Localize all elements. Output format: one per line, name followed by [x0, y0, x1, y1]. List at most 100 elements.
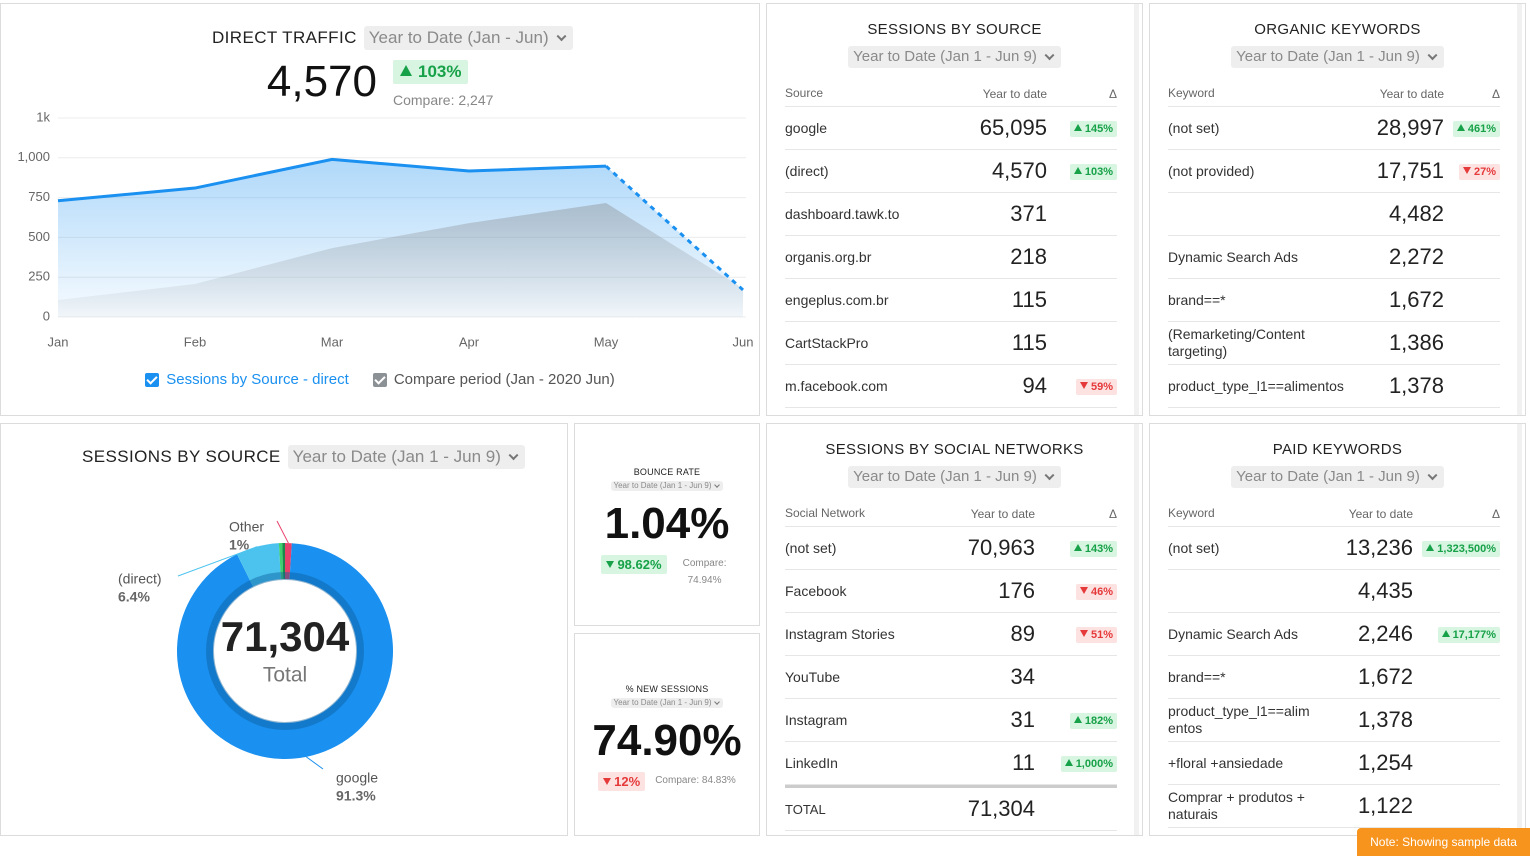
filter-dropdown[interactable]: Year to Date (Jan 1 - Jun 9) [610, 698, 724, 709]
row-value: 65,095 [979, 115, 1047, 140]
filter-dropdown[interactable]: Year to Date (Jan 1 - Jun 9) [1231, 466, 1444, 488]
x-tick-label: Jan [48, 334, 69, 349]
filter-dropdown[interactable]: Year to Date (Jan 1 - Jun 9) [848, 466, 1061, 488]
filter-wrap: Year to Date (Jan 1 - Jun 9) [767, 466, 1142, 488]
row-value: 13,236 [1345, 535, 1413, 560]
change-badge: 46% [1075, 584, 1117, 600]
y-tick-label: 1,000 [17, 149, 50, 164]
slice-value-label: 6.4% [118, 589, 150, 605]
row-change: 182% [1035, 711, 1117, 729]
table-row: Facebook 176 46% [785, 570, 1117, 613]
slice-value-label: 1% [229, 537, 250, 553]
change-badge: 143% [1069, 541, 1117, 557]
leader-line [306, 756, 324, 770]
change-badge: 461% [1452, 121, 1500, 137]
row-change: 1,000% [1035, 754, 1117, 772]
change-badge: 51% [1075, 627, 1117, 643]
y-tick-label: 1k [36, 109, 50, 124]
change-badge: 1,323,500% [1422, 541, 1500, 557]
x-tick-label: Jun [733, 334, 754, 349]
row-value: 1,378 [1357, 707, 1413, 732]
legend-checkbox[interactable] [372, 372, 387, 387]
legend-checkbox[interactable] [145, 372, 160, 387]
row-label [1168, 587, 1313, 595]
change-value: 143% [1084, 543, 1113, 555]
sessions-by-source-pie-widget: 71,304 Total Other 1% google 91.3% (direct) 6.4… [0, 423, 568, 836]
change-value: 27% [1473, 166, 1496, 178]
row-label: (Remarketing/Content targeting) [1168, 326, 1305, 359]
table-header-row: Keyword Year to date Δ [1168, 81, 1500, 107]
y-tick-label: 750 [28, 189, 50, 204]
legend-item[interactable]: Sessions by Source - direct [145, 371, 349, 388]
row-change: 103% [1047, 162, 1117, 180]
row-value: 1,122 [1357, 793, 1413, 818]
change-value: 1,323,500% [1437, 543, 1496, 555]
table-row: Instagram 31 182% [785, 699, 1117, 742]
widget-title: ORGANIC KEYWORDS [1254, 21, 1421, 38]
row-value: 11 [1012, 750, 1035, 775]
table-row: LinkedIn 11 1,000% [785, 742, 1117, 785]
row-value: 4,435 [1357, 578, 1413, 603]
column-header: Year to date [1379, 86, 1444, 101]
row-label [1168, 210, 1353, 218]
sample-data-note: Note: Showing sample data [1357, 828, 1530, 856]
row-value: 1,378 [1388, 373, 1444, 398]
donut-hole [215, 581, 355, 721]
change-badge: 27% [1458, 164, 1500, 180]
change-value: 461% [1467, 123, 1496, 135]
row-label: LinkedIn [785, 754, 838, 771]
row-value: 115 [1011, 330, 1047, 355]
table-widget: ORGANIC KEYWORDS Year to Date (Jan 1 - Ju… [1149, 3, 1526, 416]
x-tick-label: May [594, 334, 619, 349]
table-row: engeplus.com.br 115 [785, 279, 1117, 322]
filter-dropdown[interactable]: Year to Date (Jan 1 - Jun 9) [848, 46, 1061, 68]
kpi-change-row: 12% Compare: 84.83% [598, 772, 736, 792]
row-change: 1,323,500% [1413, 539, 1500, 557]
table-row: (not set) 28,997 461% [1168, 107, 1500, 150]
row-label: m.facebook.com [785, 377, 888, 394]
row-label: dashboard.tawk.to [785, 205, 900, 222]
change-badge: 59% [1075, 379, 1117, 395]
trend-arrow [1456, 124, 1465, 131]
row-value: 4,570 [991, 158, 1047, 183]
trend-arrow [1079, 587, 1088, 594]
donut-total-label: Total [263, 664, 307, 687]
pie-slice [278, 543, 284, 580]
filter-dropdown[interactable]: Year to Date (Jan 1 - Jun 9) [1231, 46, 1444, 68]
filter-dropdown[interactable]: Year to Date (Jan - Jun) [363, 26, 573, 51]
filter-dropdown[interactable]: Year to Date (Jan 1 - Jun 9) [610, 481, 724, 492]
pie-slice [285, 543, 292, 580]
legend-item[interactable]: Compare period (Jan - 2020 Jun) [372, 371, 615, 388]
direct-traffic-widget: 0 250 500 750 1,000 1k Jan Feb Mar Apr May Jun DIREC… [0, 3, 760, 416]
row-value: 71,304 [967, 796, 1035, 821]
column-header: Keyword [1168, 506, 1215, 520]
row-value: 2,272 [1388, 244, 1444, 269]
x-tick-label: Apr [459, 334, 480, 349]
filter-wrap: Year to Date (Jan 1 - Jun 9) [767, 46, 1142, 68]
table: Keyword Year to date Δ (not set) 28,997 461%(… [1168, 81, 1500, 408]
column-header: Year to date [970, 506, 1035, 521]
change-badge: 103% [393, 60, 469, 84]
row-label: organis.org.br [785, 248, 872, 265]
donut-total: 71,304 [221, 613, 350, 660]
table-widget: PAID KEYWORDS Year to Date (Jan 1 - Jun 9… [1149, 423, 1526, 836]
row-label: product_type_l1==alimentos [1168, 377, 1344, 394]
row-value: 28,997 [1376, 115, 1444, 140]
trend-arrow [1079, 382, 1088, 389]
table-row: google 65,095 145% [785, 107, 1117, 150]
slice-label: Other [229, 519, 264, 535]
table-header-row: Social Network Year to date Δ [785, 501, 1117, 527]
change-badge: 1,000% [1060, 756, 1117, 772]
filter-wrap: Year to Date (Jan 1 - Jun 9) [1150, 466, 1525, 488]
filter-dropdown[interactable]: Year to Date (Jan 1 - Jun 9) [287, 445, 525, 470]
line-chart: 0 250 500 750 1,000 1k Jan Feb Mar Apr May Jun [17, 109, 754, 349]
kpi-value: 4,570 [266, 57, 377, 106]
area [58, 203, 743, 317]
row-value: 70,963 [967, 535, 1035, 560]
table-row: dashboard.tawk.to 371 [785, 193, 1117, 236]
row-change: 59% [1047, 377, 1117, 395]
y-tick-label: 250 [28, 269, 50, 284]
column-header: Δ [1108, 506, 1117, 521]
